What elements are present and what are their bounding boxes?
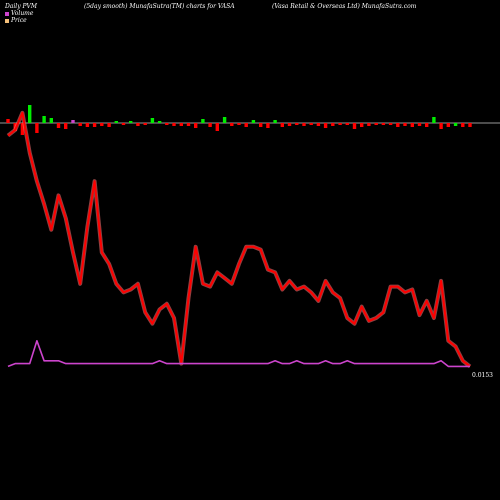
legend-swatch-price bbox=[5, 18, 9, 23]
volume-bar bbox=[381, 123, 386, 125]
volume-bar bbox=[374, 123, 378, 125]
volume-bar bbox=[49, 118, 53, 123]
volume-bar bbox=[446, 123, 450, 127]
volume-bar bbox=[222, 117, 227, 123]
volume-bar bbox=[121, 123, 126, 125]
volume-bar bbox=[85, 123, 90, 127]
volume-bar bbox=[432, 117, 436, 123]
volume-bar bbox=[360, 123, 364, 127]
legend-item-price: Price bbox=[5, 17, 27, 24]
volume-bar bbox=[273, 120, 277, 123]
volume-bar bbox=[461, 123, 465, 127]
volume-bar bbox=[114, 121, 118, 123]
volume-bar bbox=[237, 123, 241, 125]
volume-bar bbox=[20, 123, 25, 135]
volume-bar bbox=[64, 123, 68, 129]
volume-bar bbox=[417, 123, 422, 126]
volume-bar bbox=[259, 123, 263, 127]
last-value-label: 0.0153 bbox=[472, 372, 493, 379]
volume-bar bbox=[403, 123, 407, 126]
volume-bar bbox=[92, 123, 97, 127]
pvm-line bbox=[7, 339, 470, 368]
volume-bar bbox=[302, 123, 306, 126]
volume-bar bbox=[107, 123, 111, 127]
volume-bar bbox=[42, 116, 46, 123]
volume-bar bbox=[215, 123, 219, 131]
volume-bar bbox=[28, 105, 32, 123]
volume-bar bbox=[388, 123, 393, 125]
volume-bar bbox=[323, 123, 328, 128]
volume-bar bbox=[100, 123, 104, 126]
volume-bar bbox=[453, 123, 458, 126]
legend-label-price: Price bbox=[11, 17, 27, 24]
volume-bar bbox=[172, 123, 176, 126]
volume-bar bbox=[208, 123, 212, 127]
volume-bar bbox=[367, 123, 371, 126]
volume-bar bbox=[439, 123, 443, 129]
header-chart-title: (5day smooth) MunafaSutra(TM) charts for… bbox=[84, 3, 235, 10]
volume-bar bbox=[468, 123, 472, 127]
volume-bar bbox=[150, 118, 155, 123]
volume-bar bbox=[35, 123, 39, 133]
volume-bar bbox=[129, 121, 133, 123]
volume-bar bbox=[186, 123, 191, 126]
volume-bar bbox=[331, 123, 335, 126]
volume-bar bbox=[338, 123, 342, 125]
legend-label-volume: Volume bbox=[11, 10, 34, 17]
volume-bar bbox=[280, 123, 284, 127]
volume-bar bbox=[287, 123, 292, 126]
volume-bars bbox=[6, 105, 472, 135]
volume-bar bbox=[251, 120, 256, 123]
volume-bar bbox=[244, 123, 248, 127]
volume-bar bbox=[165, 123, 169, 125]
price-line bbox=[7, 111, 471, 368]
volume-bar bbox=[6, 119, 10, 123]
legend-swatch-volume bbox=[5, 11, 9, 16]
volume-bar bbox=[352, 123, 357, 129]
volume-bar bbox=[201, 119, 205, 123]
volume-bar bbox=[410, 123, 414, 127]
volume-bar bbox=[309, 123, 313, 125]
volume-bar bbox=[316, 123, 321, 126]
volume-bar bbox=[295, 123, 299, 125]
volume-bar bbox=[157, 121, 162, 123]
volume-bar bbox=[266, 123, 270, 128]
volume-bar bbox=[78, 123, 82, 126]
volume-bar bbox=[143, 123, 147, 125]
volume-bar bbox=[179, 123, 183, 126]
volume-bar bbox=[71, 120, 75, 123]
legend-item-volume: Volume bbox=[5, 10, 33, 17]
price-line-glow bbox=[6, 110, 472, 368]
volume-bar bbox=[345, 123, 349, 125]
volume-bar bbox=[56, 123, 61, 128]
volume-bar bbox=[396, 123, 400, 127]
volume-bar bbox=[230, 123, 234, 126]
header-left-label: Daily PVM bbox=[5, 3, 38, 10]
header-company-name: (Vasa Retail & Overseas Ltd) MunafaSutra… bbox=[272, 3, 417, 10]
volume-bar bbox=[194, 123, 198, 128]
volume-bar bbox=[136, 123, 140, 126]
volume-bar bbox=[425, 123, 429, 127]
